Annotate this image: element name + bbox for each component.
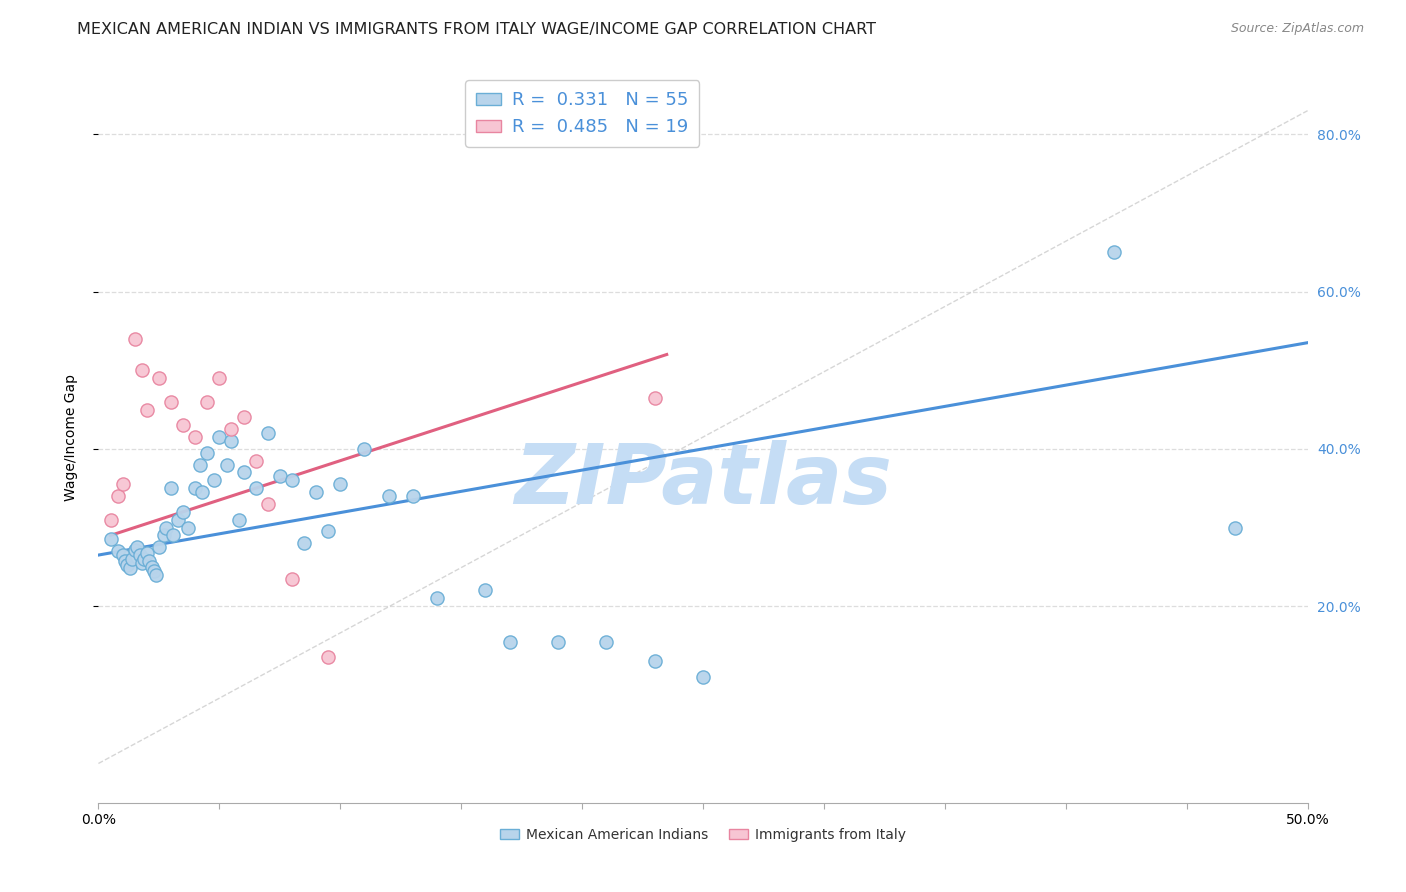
- Point: [195, 446, 218, 460]
- Point: [426, 591, 449, 606]
- Point: [118, 561, 141, 575]
- Point: [138, 553, 160, 567]
- Point: [245, 453, 267, 467]
- Point: [162, 528, 184, 542]
- Point: [111, 548, 134, 562]
- Point: [177, 520, 200, 534]
- Point: [644, 654, 666, 668]
- Text: Source: ZipAtlas.com: Source: ZipAtlas.com: [1230, 22, 1364, 36]
- Point: [692, 670, 714, 684]
- Point: [269, 469, 291, 483]
- Text: MEXICAN AMERICAN INDIAN VS IMMIGRANTS FROM ITALY WAGE/INCOME GAP CORRELATION CHA: MEXICAN AMERICAN INDIAN VS IMMIGRANTS FR…: [77, 22, 876, 37]
- Point: [124, 542, 146, 557]
- Point: [329, 477, 352, 491]
- Point: [184, 430, 207, 444]
- Point: [111, 477, 134, 491]
- Point: [134, 552, 156, 566]
- Point: [131, 556, 153, 570]
- Point: [128, 548, 150, 562]
- Point: [100, 533, 122, 547]
- Point: [1223, 520, 1246, 534]
- Point: [145, 567, 167, 582]
- Point: [148, 540, 170, 554]
- Point: [208, 371, 231, 385]
- Point: [644, 391, 666, 405]
- Point: [595, 634, 617, 648]
- Point: [256, 497, 278, 511]
- Point: [127, 540, 149, 554]
- Point: [245, 481, 267, 495]
- Point: [305, 485, 328, 500]
- Point: [402, 489, 425, 503]
- Point: [117, 558, 139, 573]
- Point: [281, 572, 304, 586]
- Point: [221, 422, 243, 436]
- Point: [316, 524, 339, 539]
- Point: [135, 402, 157, 417]
- Point: [547, 634, 569, 648]
- Point: [167, 513, 190, 527]
- Point: [353, 442, 375, 456]
- Point: [143, 564, 166, 578]
- Point: [474, 583, 496, 598]
- Point: [148, 371, 170, 385]
- Point: [204, 473, 226, 487]
- Legend: Mexican American Indians, Immigrants from Italy: Mexican American Indians, Immigrants fro…: [494, 822, 912, 847]
- Text: ZIPatlas: ZIPatlas: [515, 441, 891, 522]
- Point: [160, 394, 183, 409]
- Point: [188, 458, 211, 472]
- Point: [172, 505, 194, 519]
- Point: [316, 650, 339, 665]
- Point: [221, 434, 243, 448]
- Point: [377, 489, 399, 503]
- Point: [114, 553, 136, 567]
- Point: [121, 552, 143, 566]
- Point: [124, 332, 146, 346]
- Point: [141, 559, 163, 574]
- Point: [208, 430, 231, 444]
- Point: [281, 473, 304, 487]
- Y-axis label: Wage/Income Gap: Wage/Income Gap: [63, 374, 77, 500]
- Point: [1102, 245, 1125, 260]
- Point: [131, 363, 153, 377]
- Point: [228, 513, 250, 527]
- Point: [232, 466, 254, 480]
- Point: [498, 634, 520, 648]
- Point: [191, 485, 214, 500]
- Point: [155, 520, 177, 534]
- Point: [152, 528, 174, 542]
- Point: [232, 410, 254, 425]
- Point: [292, 536, 315, 550]
- Point: [100, 513, 122, 527]
- Point: [195, 394, 218, 409]
- Point: [256, 426, 278, 441]
- Point: [107, 544, 129, 558]
- Point: [184, 481, 207, 495]
- Point: [107, 489, 129, 503]
- Point: [172, 418, 194, 433]
- Point: [160, 481, 183, 495]
- Point: [215, 458, 238, 472]
- Point: [135, 546, 157, 560]
